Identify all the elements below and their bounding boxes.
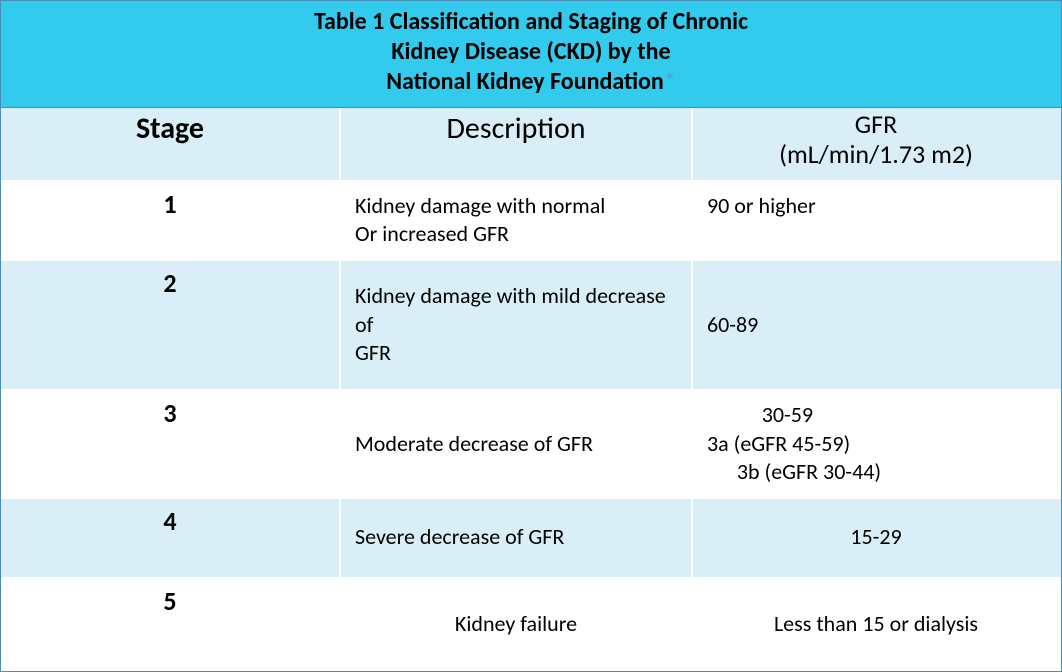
table-header-row: Stage Description GFR (mL/min/1.73 m2)	[1, 108, 1061, 182]
table-row: 3Moderate decrease of GFR 30-59 3a (eGFR…	[1, 391, 1061, 499]
column-header-stage: Stage	[1, 108, 341, 180]
cell-description: Kidney failure	[341, 579, 693, 671]
column-header-description: Description	[341, 108, 693, 180]
ckd-staging-table: Table 1 Classification and Staging of Ch…	[0, 0, 1062, 672]
cell-stage: 1	[1, 182, 341, 259]
gfr-header-line-2: (mL/min/1.73 m2)	[779, 138, 973, 170]
column-header-gfr: GFR (mL/min/1.73 m2)	[693, 108, 1059, 180]
table-row: 1Kidney damage with normal Or increased …	[1, 182, 1061, 261]
cell-description: Moderate decrease of GFR	[341, 391, 693, 497]
cell-stage: 5	[1, 579, 341, 671]
table-title: Table 1 Classification and Staging of Ch…	[1, 1, 1061, 108]
cell-stage: 2	[1, 261, 341, 389]
table-row: 5Kidney failureLess than 15 or dialysis	[1, 579, 1061, 671]
cell-gfr: Less than 15 or dialysis	[693, 579, 1059, 671]
title-line-2: Kidney Disease (CKD) by the	[391, 37, 670, 66]
cell-gfr: 15-29	[693, 499, 1059, 577]
cell-description: Kidney damage with normal Or increased G…	[341, 182, 693, 259]
cell-description: Kidney damage with mild decrease of GFR	[341, 261, 693, 389]
cell-gfr: 60-89	[693, 261, 1059, 389]
title-line-3: National Kidney Foundation	[386, 67, 664, 96]
table-row: 2Kidney damage with mild decrease of GFR…	[1, 261, 1061, 391]
table-body: 1Kidney damage with normal Or increased …	[1, 182, 1061, 671]
title-asterisk: *	[664, 67, 676, 96]
gfr-header-line-1: GFR	[855, 108, 897, 140]
cell-gfr: 30-59 3a (eGFR 45-59) 3b (eGFR 30-44)	[693, 391, 1059, 497]
cell-gfr: 90 or higher	[693, 182, 1059, 259]
cell-description: Severe decrease of GFR	[341, 499, 693, 577]
cell-stage: 4	[1, 499, 341, 577]
cell-stage: 3	[1, 391, 341, 497]
table-row: 4Severe decrease of GFR15-29	[1, 499, 1061, 579]
title-line-1: Table 1 Classification and Staging of Ch…	[314, 7, 748, 36]
